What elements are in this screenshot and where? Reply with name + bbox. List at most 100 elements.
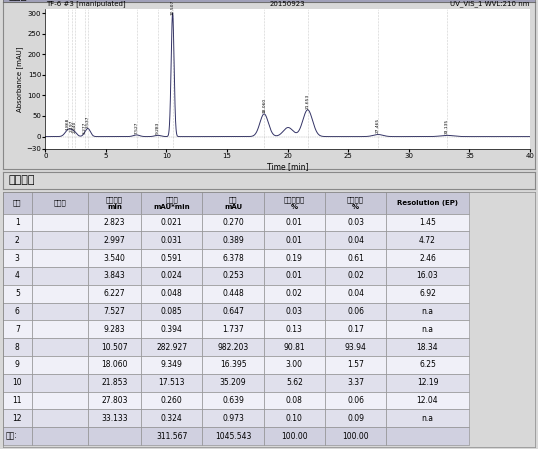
Bar	[386, 409, 469, 427]
Text: 总和:: 总和:	[5, 431, 17, 440]
Bar	[386, 321, 469, 338]
Text: 1045.543: 1045.543	[215, 431, 251, 440]
Bar	[264, 249, 325, 267]
Bar	[264, 303, 325, 321]
Bar	[264, 285, 325, 303]
Bar	[202, 374, 264, 392]
Text: 0.260: 0.260	[161, 396, 183, 405]
Bar	[141, 249, 202, 267]
Text: 0.270: 0.270	[222, 218, 244, 227]
Text: 0.01: 0.01	[286, 218, 303, 227]
Text: 0.021: 0.021	[161, 218, 182, 227]
Text: 6.92: 6.92	[419, 289, 436, 298]
Bar	[88, 249, 141, 267]
Text: 9.349: 9.349	[161, 361, 183, 370]
Text: 0.02: 0.02	[286, 289, 303, 298]
Bar	[264, 214, 325, 232]
Text: 2.997: 2.997	[104, 236, 125, 245]
Bar	[3, 285, 32, 303]
Text: 6: 6	[15, 307, 20, 316]
Bar	[202, 285, 264, 303]
Text: 90.81: 90.81	[284, 343, 305, 352]
Bar	[3, 267, 32, 285]
Bar	[32, 232, 88, 249]
Text: 11: 11	[12, 396, 22, 405]
Text: 0.085: 0.085	[161, 307, 183, 316]
Bar	[88, 427, 141, 445]
Bar	[3, 249, 32, 267]
Bar	[264, 192, 325, 214]
Bar	[386, 214, 469, 232]
Bar	[386, 356, 469, 374]
Text: 1: 1	[15, 218, 20, 227]
Text: 9: 9	[15, 361, 20, 370]
Bar	[325, 285, 386, 303]
Bar	[264, 232, 325, 249]
Bar	[264, 356, 325, 374]
Bar	[264, 338, 325, 356]
Text: 16.395: 16.395	[220, 361, 246, 370]
Text: 2.46: 2.46	[419, 254, 436, 263]
Text: 18.060: 18.060	[101, 361, 128, 370]
Text: 0.024: 0.024	[161, 272, 183, 281]
Text: 3.843: 3.843	[104, 272, 125, 281]
Bar	[141, 232, 202, 249]
Text: 7.527: 7.527	[104, 307, 125, 316]
Text: 6.25: 6.25	[419, 361, 436, 370]
Text: 0.10: 0.10	[286, 414, 303, 423]
Bar	[32, 267, 88, 285]
Text: 序号: 序号	[13, 200, 22, 206]
Bar	[141, 303, 202, 321]
Text: Resolution (EP): Resolution (EP)	[397, 200, 458, 206]
Bar	[325, 338, 386, 356]
Text: 0.448: 0.448	[222, 289, 244, 298]
Text: 12.19: 12.19	[417, 378, 438, 387]
Text: 0.394: 0.394	[161, 325, 183, 334]
Text: 6.378: 6.378	[222, 254, 244, 263]
Bar	[386, 392, 469, 409]
Bar	[141, 338, 202, 356]
Text: 0.09: 0.09	[347, 414, 364, 423]
Bar	[202, 249, 264, 267]
Bar	[3, 321, 32, 338]
Bar	[32, 321, 88, 338]
Bar	[88, 192, 141, 214]
Bar	[141, 285, 202, 303]
Text: 1.57: 1.57	[347, 361, 364, 370]
Bar	[141, 356, 202, 374]
Text: 100.00: 100.00	[281, 431, 308, 440]
Bar	[386, 249, 469, 267]
Text: 9.283: 9.283	[104, 325, 125, 334]
Bar	[386, 338, 469, 356]
Text: 0.03: 0.03	[286, 307, 303, 316]
Bar	[325, 267, 386, 285]
Text: 16.03: 16.03	[416, 272, 438, 281]
Bar	[141, 427, 202, 445]
Bar	[3, 192, 32, 214]
Bar	[32, 303, 88, 321]
Text: 7: 7	[15, 325, 20, 334]
Text: 0.08: 0.08	[286, 396, 303, 405]
Bar	[325, 409, 386, 427]
Text: 0.253: 0.253	[222, 272, 244, 281]
Bar	[202, 214, 264, 232]
Bar	[264, 374, 325, 392]
Text: 0.048: 0.048	[161, 289, 183, 298]
Bar	[325, 321, 386, 338]
Text: n.a: n.a	[421, 307, 434, 316]
Bar	[202, 409, 264, 427]
Text: 33.133: 33.133	[101, 414, 128, 423]
Text: 10.507: 10.507	[101, 343, 128, 352]
Bar	[3, 338, 32, 356]
Bar	[264, 321, 325, 338]
Bar	[3, 356, 32, 374]
Bar	[88, 321, 141, 338]
Bar	[325, 392, 386, 409]
Bar	[141, 409, 202, 427]
Text: 6.227: 6.227	[104, 289, 125, 298]
Text: 8: 8	[15, 343, 20, 352]
Bar	[386, 285, 469, 303]
Text: 3.540: 3.540	[104, 254, 125, 263]
Bar	[32, 338, 88, 356]
Bar	[88, 338, 141, 356]
